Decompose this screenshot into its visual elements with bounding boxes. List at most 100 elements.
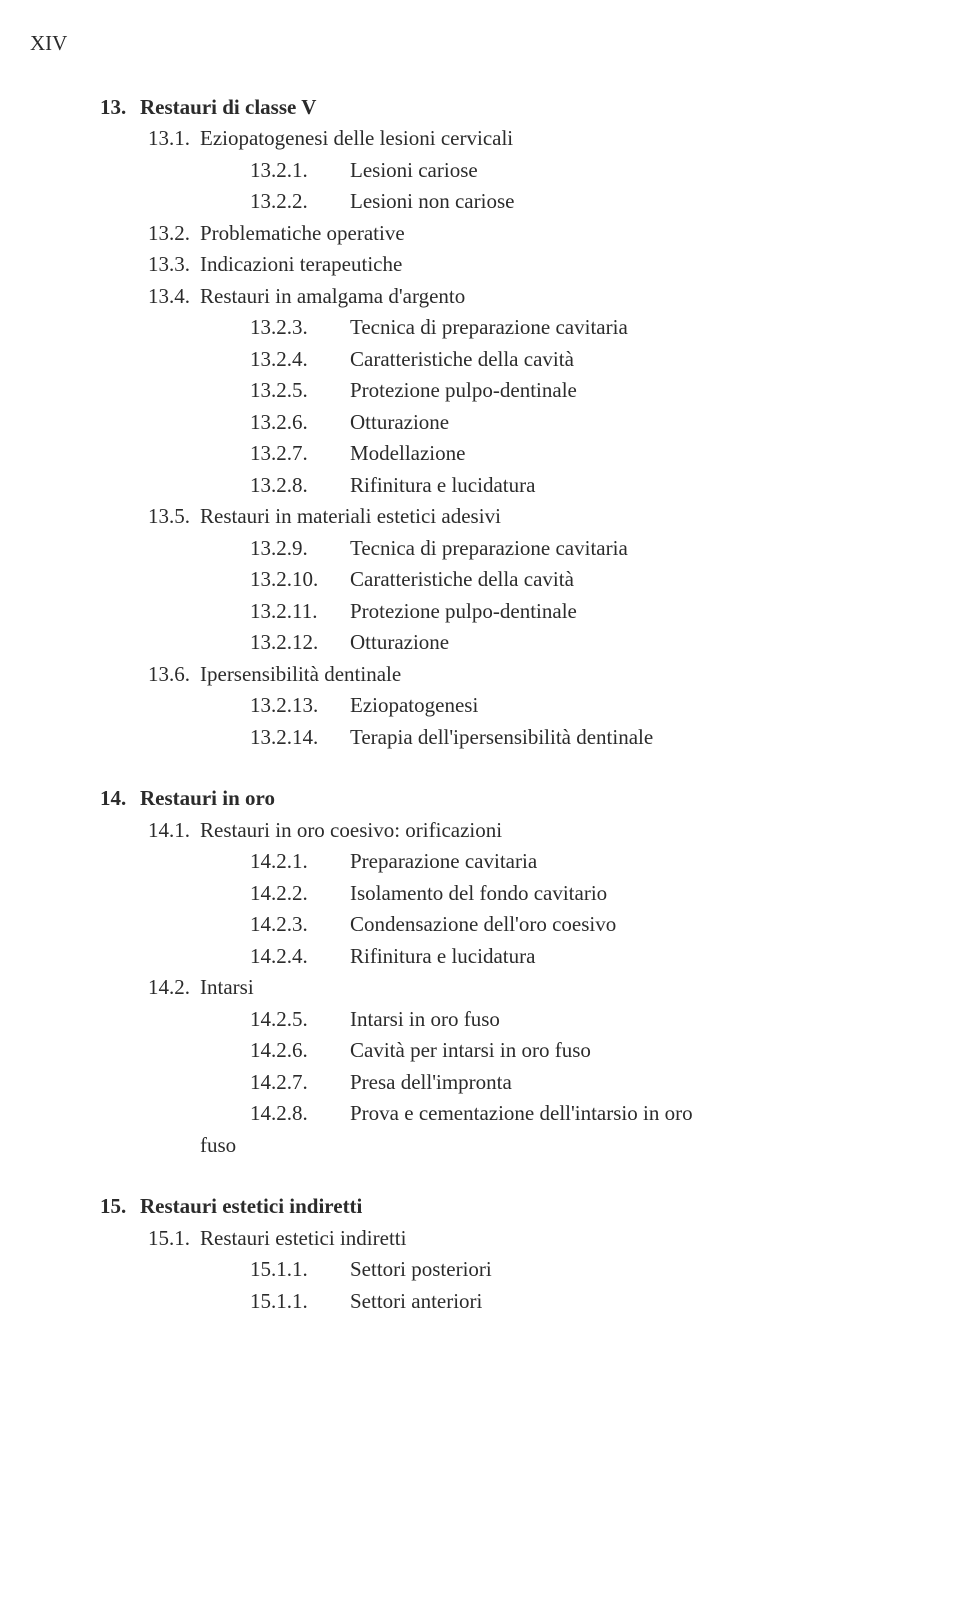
subsubsection-title: Eziopatogenesi [350,690,478,722]
section-heading: 13.Restauri di classe V [100,92,888,124]
subsubsection-title: Otturazione [350,407,449,439]
subsubsection-number: 13.2.11. [250,596,350,628]
subsection-heading: 13.3.Indicazioni terapeutiche [148,249,888,281]
subsubsection-number: 13.2.6. [250,407,350,439]
section-number: 15. [100,1191,140,1223]
subsubsection-heading: 13.2.4.Caratteristiche della cavità [250,344,888,376]
subsection-title: Restauri in materiali estetici adesivi [200,501,501,533]
subsection-number: 13.2. [148,218,200,250]
subsubsection-title: Caratteristiche della cavità [350,344,574,376]
subsection-title: Ipersensibilità dentinale [200,659,401,691]
section-title: Restauri di classe V [140,92,316,124]
subsubsection-heading: 13.2.5.Protezione pulpo-dentinale [250,375,888,407]
subsubsection-number: 14.2.5. [250,1004,350,1036]
subsubsection-number: 13.2.3. [250,312,350,344]
subsubsection-number: 13.2.14. [250,722,350,754]
section-title: Restauri in oro [140,783,275,815]
subsubsection-heading: 13.2.14.Terapia dell'ipersensibilità den… [250,722,888,754]
subsubsection-title: Isolamento del fondo cavitario [350,878,607,910]
subsubsection-heading: 14.2.6.Cavità per intarsi in oro fuso [250,1035,888,1067]
subsubsection-number: 15.1.1. [250,1254,350,1286]
subsubsection-title: Rifinitura e lucidatura [350,941,535,973]
page: XIV 13.Restauri di classe V13.1.Eziopato… [0,0,960,1407]
subsection-number: 13.4. [148,281,200,313]
subsubsection-title: Condensazione dell'oro coesivo [350,909,616,941]
subsubsection-number: 13.2.9. [250,533,350,565]
section: 14.Restauri in oro14.1.Restauri in oro c… [100,783,888,1161]
subsubsection-number: 13.2.7. [250,438,350,470]
subsubsection-title: Presa dell'impronta [350,1067,512,1099]
subsubsection-heading: 13.2.10.Caratteristiche della cavità [250,564,888,596]
subsection-title: Problematiche operative [200,218,405,250]
subsubsection-heading: 13.2.2.Lesioni non cariose [250,186,888,218]
subsubsection-number: 15.1.1. [250,1286,350,1318]
subsubsection-title: Settori anteriori [350,1286,482,1318]
subsubsection-heading: 14.2.5.Intarsi in oro fuso [250,1004,888,1036]
subsubsection-heading: 13.2.13.Eziopatogenesi [250,690,888,722]
subsection-title: Intarsi [200,972,254,1004]
subsubsection-number: 14.2.3. [250,909,350,941]
subsection-number: 13.1. [148,123,200,155]
subsubsection-heading: 14.2.1.Preparazione cavitaria [250,846,888,878]
subsubsection-number: 13.2.8. [250,470,350,502]
subsection-number: 13.3. [148,249,200,281]
subsubsection-title: Rifinitura e lucidatura [350,470,535,502]
subsubsection-heading: 14.2.2.Isolamento del fondo cavitario [250,878,888,910]
subsection-title: Indicazioni terapeutiche [200,249,402,281]
page-number: XIV [30,28,888,60]
subsubsection-title: Lesioni cariose [350,155,478,187]
subsection-heading: 15.1.Restauri estetici indiretti [148,1223,888,1255]
subsection-heading: 13.2.Problematiche operative [148,218,888,250]
subsection-title: Restauri in amalgama d'argento [200,281,465,313]
subsubsection-heading: 13.2.9.Tecnica di preparazione cavitaria [250,533,888,565]
subsection-heading: 13.4.Restauri in amalgama d'argento [148,281,888,313]
subsubsection-title: Modellazione [350,438,465,470]
subsection-number: 15.1. [148,1223,200,1255]
subsubsection-heading: 13.2.1.Lesioni cariose [250,155,888,187]
section-title: Restauri estetici indiretti [140,1191,362,1223]
subsubsection-heading: 14.2.3.Condensazione dell'oro coesivo [250,909,888,941]
subsubsection-heading: 13.2.12.Otturazione [250,627,888,659]
section-number: 13. [100,92,140,124]
subsubsection-title: Protezione pulpo-dentinale [350,375,577,407]
subsubsection-heading: 13.2.6.Otturazione [250,407,888,439]
subsubsection-heading: 13.2.3.Tecnica di preparazione cavitaria [250,312,888,344]
content-area: 13.Restauri di classe V13.1.Eziopatogene… [100,92,888,1318]
section-heading: 14.Restauri in oro [100,783,888,815]
subsubsection-heading: 15.1.1.Settori anteriori [250,1286,888,1318]
subsection-heading: 13.5.Restauri in materiali estetici ades… [148,501,888,533]
subsubsection-title: Protezione pulpo-dentinale [350,596,577,628]
subsubsection-heading: 15.1.1.Settori posteriori [250,1254,888,1286]
subsubsection-title: Preparazione cavitaria [350,846,537,878]
subsubsection-number: 13.2.10. [250,564,350,596]
subsubsection-title: Caratteristiche della cavità [350,564,574,596]
subsection-number: 14.1. [148,815,200,847]
section: 13.Restauri di classe V13.1.Eziopatogene… [100,92,888,754]
subsubsection-number: 14.2.8. [250,1098,350,1130]
subsubsection-heading: 13.2.8.Rifinitura e lucidatura [250,470,888,502]
subsubsection-number: 13.2.1. [250,155,350,187]
subsubsection-number: 14.2.2. [250,878,350,910]
subsubsection-heading: 14.2.7.Presa dell'impronta [250,1067,888,1099]
trailing-line: fuso [200,1130,888,1162]
subsection-heading: 13.1.Eziopatogenesi delle lesioni cervic… [148,123,888,155]
subsubsection-number: 14.2.1. [250,846,350,878]
subsubsection-number: 13.2.12. [250,627,350,659]
subsubsection-number: 13.2.5. [250,375,350,407]
subsubsection-title: Lesioni non cariose [350,186,514,218]
subsubsection-title: Tecnica di preparazione cavitaria [350,533,628,565]
subsection-heading: 13.6.Ipersensibilità dentinale [148,659,888,691]
subsubsection-heading: 13.2.7.Modellazione [250,438,888,470]
section-number: 14. [100,783,140,815]
subsection-heading: 14.1.Restauri in oro coesivo: orificazio… [148,815,888,847]
subsubsection-number: 14.2.7. [250,1067,350,1099]
subsubsection-heading: 14.2.8.Prova e cementazione dell'intarsi… [250,1098,888,1130]
subsubsection-number: 14.2.6. [250,1035,350,1067]
subsubsection-number: 14.2.4. [250,941,350,973]
subsubsection-title: Tecnica di preparazione cavitaria [350,312,628,344]
subsubsection-number: 13.2.13. [250,690,350,722]
subsection-title: Restauri in oro coesivo: orificazioni [200,815,502,847]
subsubsection-heading: 14.2.4.Rifinitura e lucidatura [250,941,888,973]
subsubsection-number: 13.2.4. [250,344,350,376]
subsection-title: Eziopatogenesi delle lesioni cervicali [200,123,513,155]
